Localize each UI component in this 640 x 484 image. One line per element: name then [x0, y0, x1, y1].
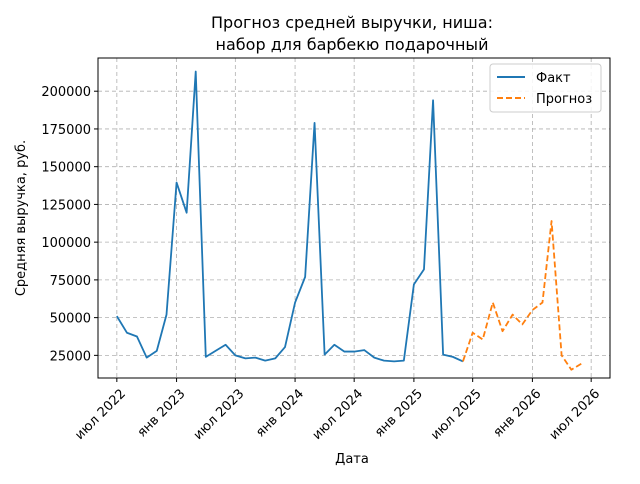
legend-label-fact: Факт	[536, 71, 571, 86]
legend: Факт Прогноз	[489, 63, 602, 113]
x-axis-label: Дата	[335, 452, 369, 467]
y-tick-label: 150000	[41, 161, 91, 176]
legend-label-forecast: Прогноз	[536, 92, 592, 107]
series-line-fact	[116, 70, 464, 363]
y-tick-label: 125000	[41, 198, 91, 213]
y-tick-label: 75000	[50, 274, 91, 289]
y-tick-label: 50000	[50, 312, 91, 327]
series-layer	[116, 70, 582, 371]
y-axis-label: Средняя выручка, руб.	[14, 140, 29, 296]
chart-title-line-1: Прогноз средней выручки, ниша:	[211, 13, 493, 32]
y-tick-label: 200000	[41, 85, 91, 100]
chart-title-line-2: набор для барбекю подарочный	[216, 35, 489, 54]
grid-lines	[98, 58, 610, 378]
y-tick-label: 175000	[41, 123, 91, 138]
series-line-forecast	[462, 220, 582, 371]
y-tick-label: 100000	[41, 236, 91, 251]
y-tick-label: 25000	[50, 349, 91, 364]
